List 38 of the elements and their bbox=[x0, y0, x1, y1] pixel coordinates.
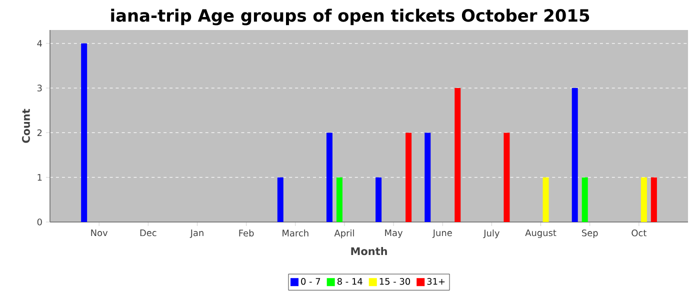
y-tick-label: 1 bbox=[38, 174, 42, 181]
bar bbox=[572, 88, 578, 222]
y-tick-label: 3 bbox=[37, 84, 42, 92]
bar bbox=[582, 177, 588, 222]
bar bbox=[406, 132, 412, 222]
bar bbox=[542, 177, 549, 222]
bar bbox=[277, 177, 284, 222]
bar bbox=[336, 177, 342, 222]
chart-title: iana-trip Age groups of open tickets October 2015 bbox=[111, 8, 590, 26]
bar bbox=[81, 43, 88, 222]
bar bbox=[326, 132, 332, 222]
y-axis-title: Count bbox=[22, 108, 30, 143]
legend-label: 31+ bbox=[427, 278, 445, 285]
x-tick-label: March bbox=[282, 230, 308, 236]
bar bbox=[454, 88, 461, 222]
bar bbox=[424, 132, 431, 222]
x-tick-label: Nov bbox=[91, 230, 108, 236]
x-axis-title: Month bbox=[351, 247, 387, 256]
x-tick-label: Dec bbox=[140, 230, 156, 236]
x-tick-label: Jan bbox=[190, 230, 204, 238]
legend-label: 8 - 14 bbox=[337, 278, 362, 285]
bar bbox=[640, 177, 647, 222]
x-tick-label: May bbox=[385, 230, 403, 238]
legend-label: 0 - 7 bbox=[301, 278, 320, 285]
bar bbox=[376, 177, 382, 222]
y-tick-label: 0 bbox=[37, 218, 42, 226]
x-tick-label: April bbox=[334, 230, 354, 238]
x-tick-label: Oct bbox=[632, 230, 646, 236]
legend-label: 15 - 30 bbox=[380, 278, 410, 285]
y-tick-label: 4 bbox=[37, 40, 42, 47]
x-tick-label: August bbox=[525, 230, 556, 238]
bar bbox=[650, 177, 657, 222]
x-tick-label: Feb bbox=[239, 230, 254, 236]
bar bbox=[504, 132, 510, 222]
x-tick-label: Sep bbox=[582, 230, 598, 238]
x-tick-label: June bbox=[432, 230, 452, 238]
x-tick-label: July bbox=[483, 230, 500, 238]
y-tick-label: 2 bbox=[37, 129, 42, 136]
